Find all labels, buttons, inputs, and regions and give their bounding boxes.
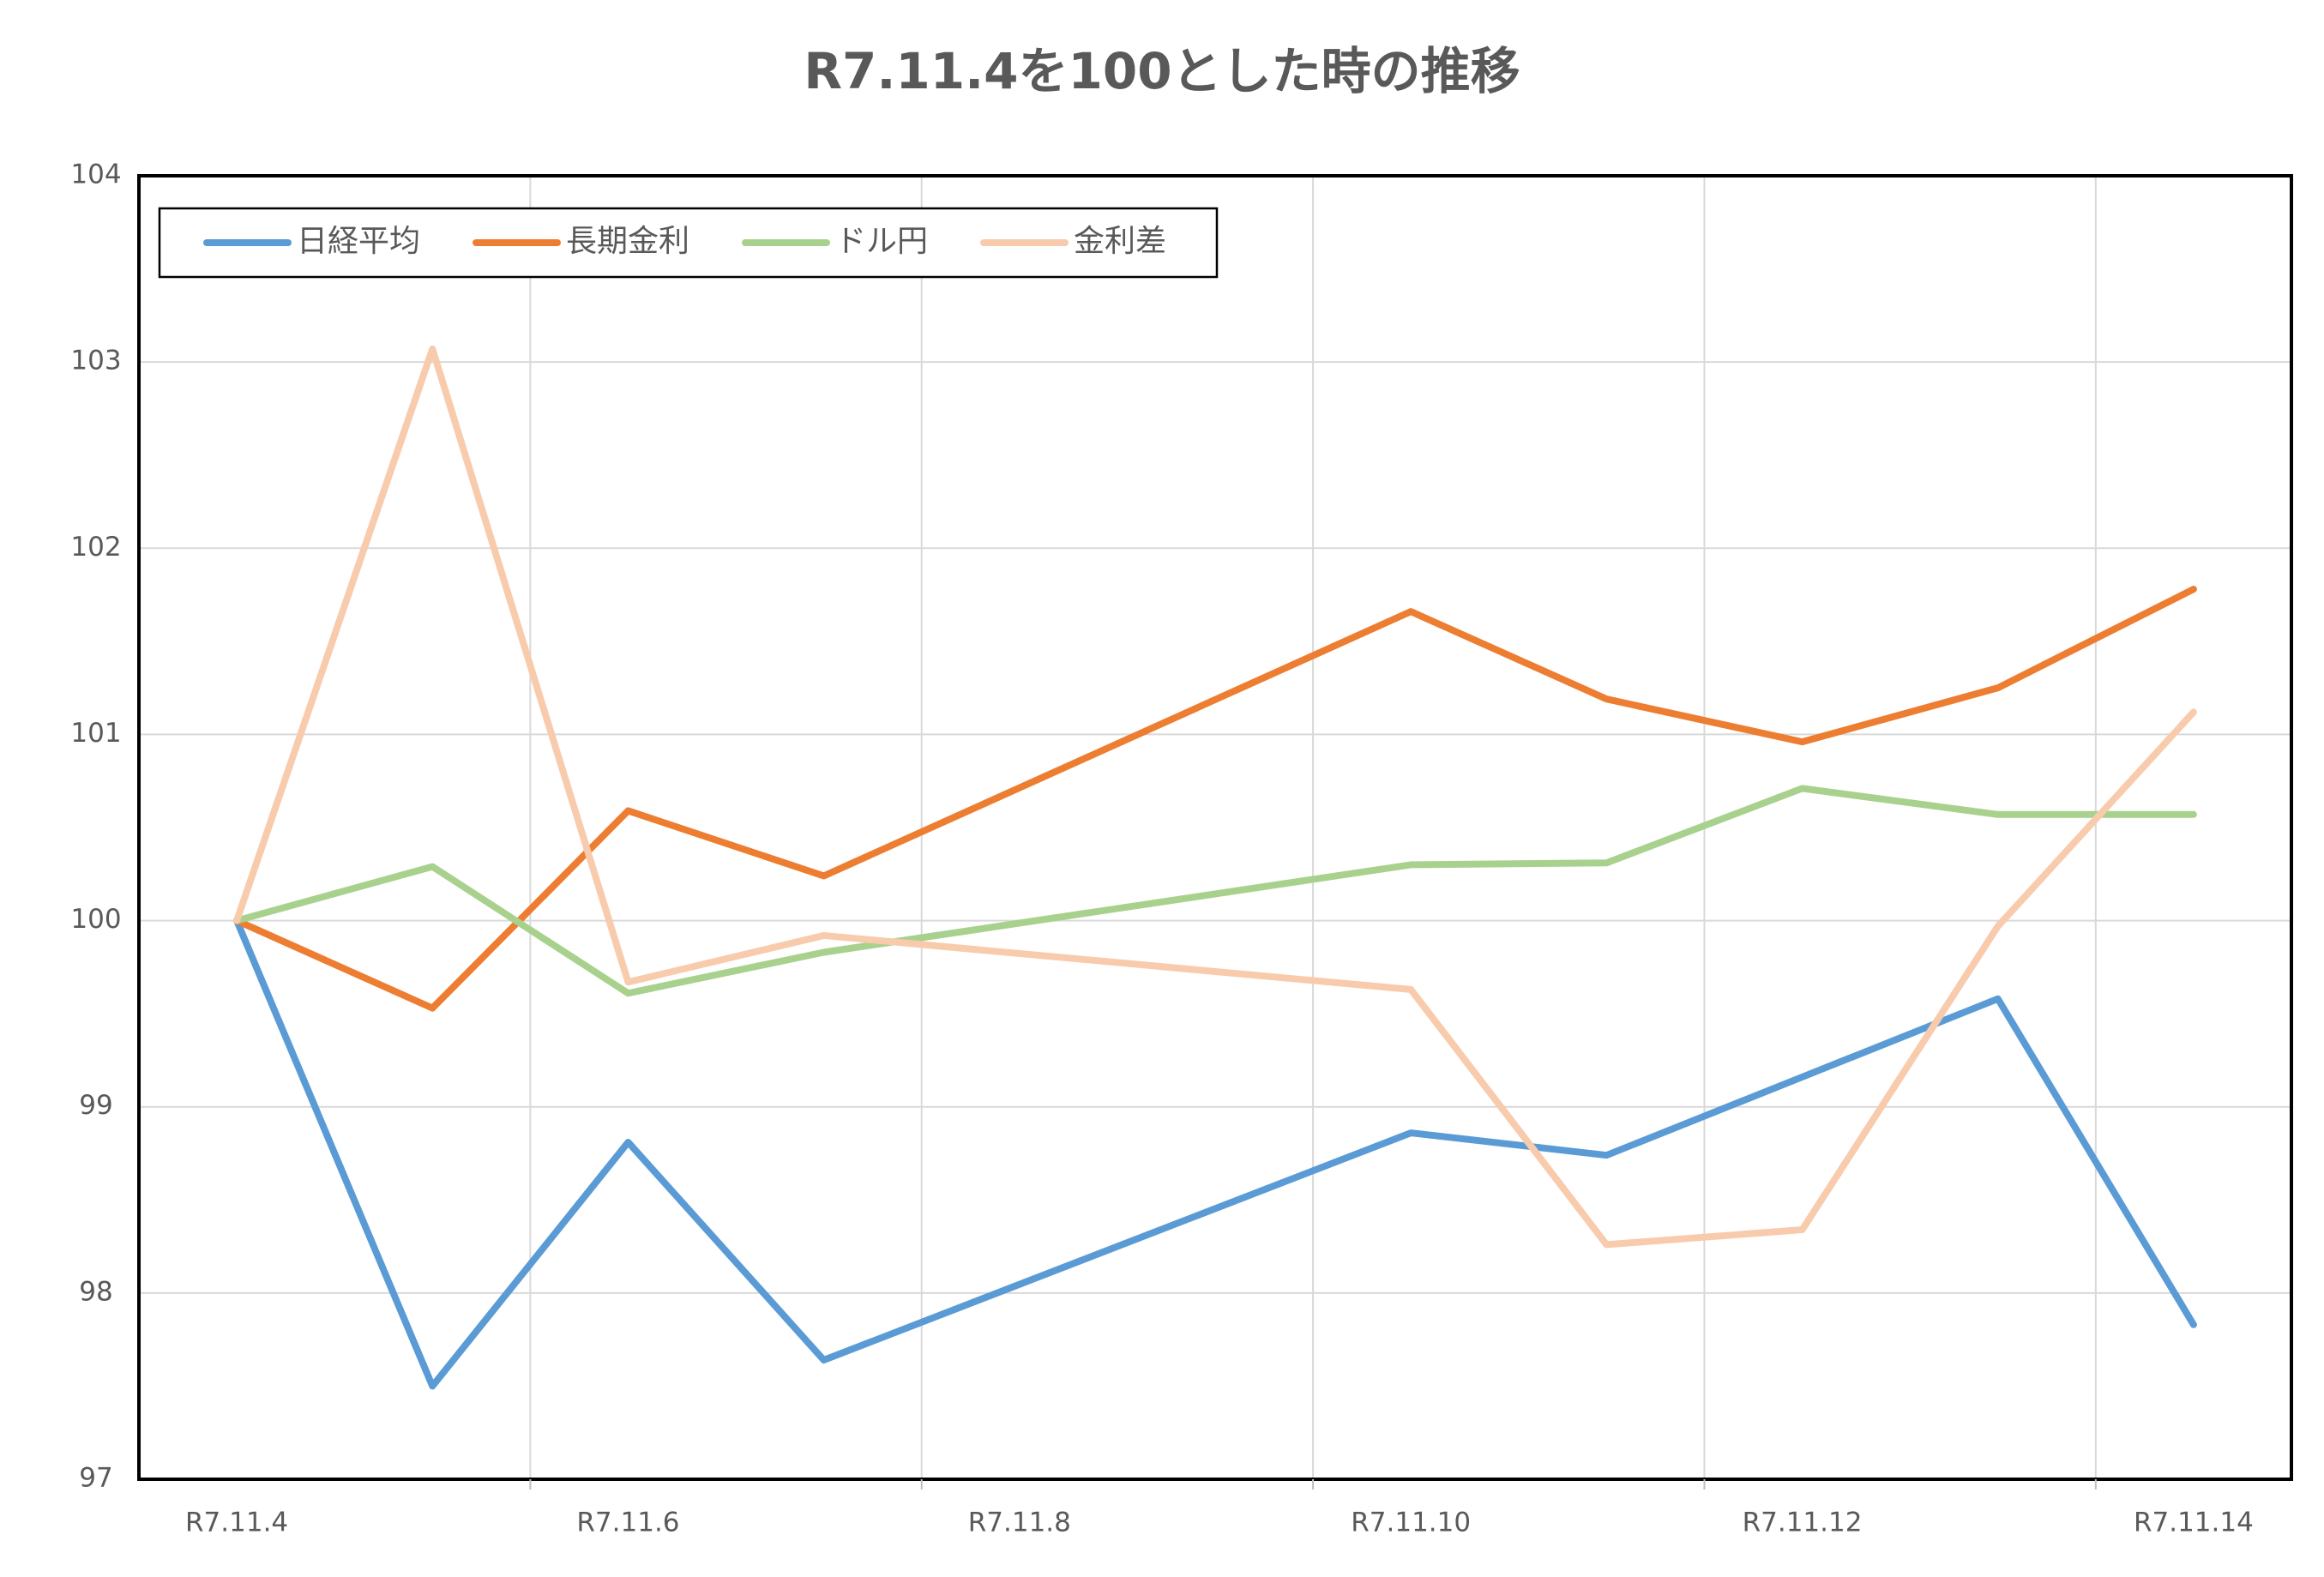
x-tick-label: R7.11.6 [576, 1508, 679, 1538]
series-line [233, 785, 2197, 997]
chart-title: R7.11.4を100とした時の推移 [804, 42, 1520, 100]
lines [233, 345, 2197, 1390]
legend-label: 日経平均 [297, 224, 420, 259]
legend: 日経平均 長期金利 ドル円 金利差 [158, 207, 1219, 279]
x-tick-label: R7.11.4 [185, 1508, 288, 1538]
series-line [233, 586, 2197, 1012]
y-tick-label: 102 [70, 532, 121, 563]
series-line [233, 345, 2197, 1249]
x-tick-label: R7.11.10 [1351, 1508, 1471, 1538]
x-tick-label: R7.11.14 [2134, 1508, 2254, 1538]
y-tick-label: 104 [70, 160, 121, 190]
y-tick-label: 101 [70, 718, 121, 749]
legend-label: 長期金利 [566, 224, 689, 259]
x-tick-label: R7.11.12 [1743, 1508, 1863, 1538]
grid [139, 175, 2291, 1480]
y-tick-label: 103 [70, 346, 121, 376]
y-tick-label: 100 [70, 904, 121, 935]
y-tick-label: 97 [79, 1463, 112, 1494]
y-tick-label: 98 [79, 1276, 112, 1307]
legend-label: 金利差 [1074, 224, 1166, 259]
legend-label: ドル円 [835, 224, 928, 259]
y-tick-label: 99 [79, 1090, 112, 1121]
plot-frame [137, 174, 2293, 1481]
x-tick-label: R7.11.8 [968, 1508, 1071, 1538]
